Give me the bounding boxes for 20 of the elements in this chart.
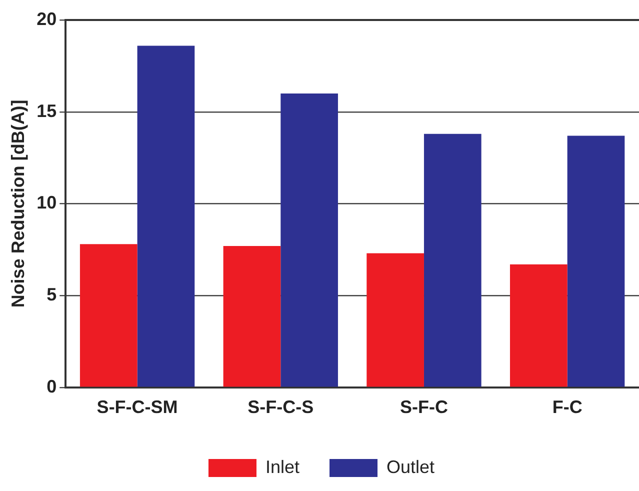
bar (280, 93, 338, 387)
bar (510, 264, 568, 387)
y-axis-title: Noise Reduction [dB(A)] (8, 100, 28, 308)
bar (366, 253, 424, 387)
y-tick-label: 5 (46, 284, 57, 305)
x-tick-label: F-C (552, 397, 582, 418)
y-tick-label: 0 (46, 376, 57, 396)
x-tick-label: S-F-C-SM (96, 397, 178, 418)
bar (424, 134, 482, 387)
x-tick-label: S-F-C-S (248, 397, 314, 418)
bar (137, 46, 195, 387)
bar (223, 246, 281, 387)
y-tick-label: 10 (36, 192, 57, 213)
x-tick-label: S-F-C (400, 397, 448, 418)
legend-label: Inlet (265, 456, 300, 477)
y-tick-label: 20 (36, 8, 57, 29)
legend-label: Outlet (386, 456, 435, 477)
y-tick-label: 15 (36, 100, 57, 121)
bar (80, 244, 138, 387)
bar (567, 136, 625, 387)
